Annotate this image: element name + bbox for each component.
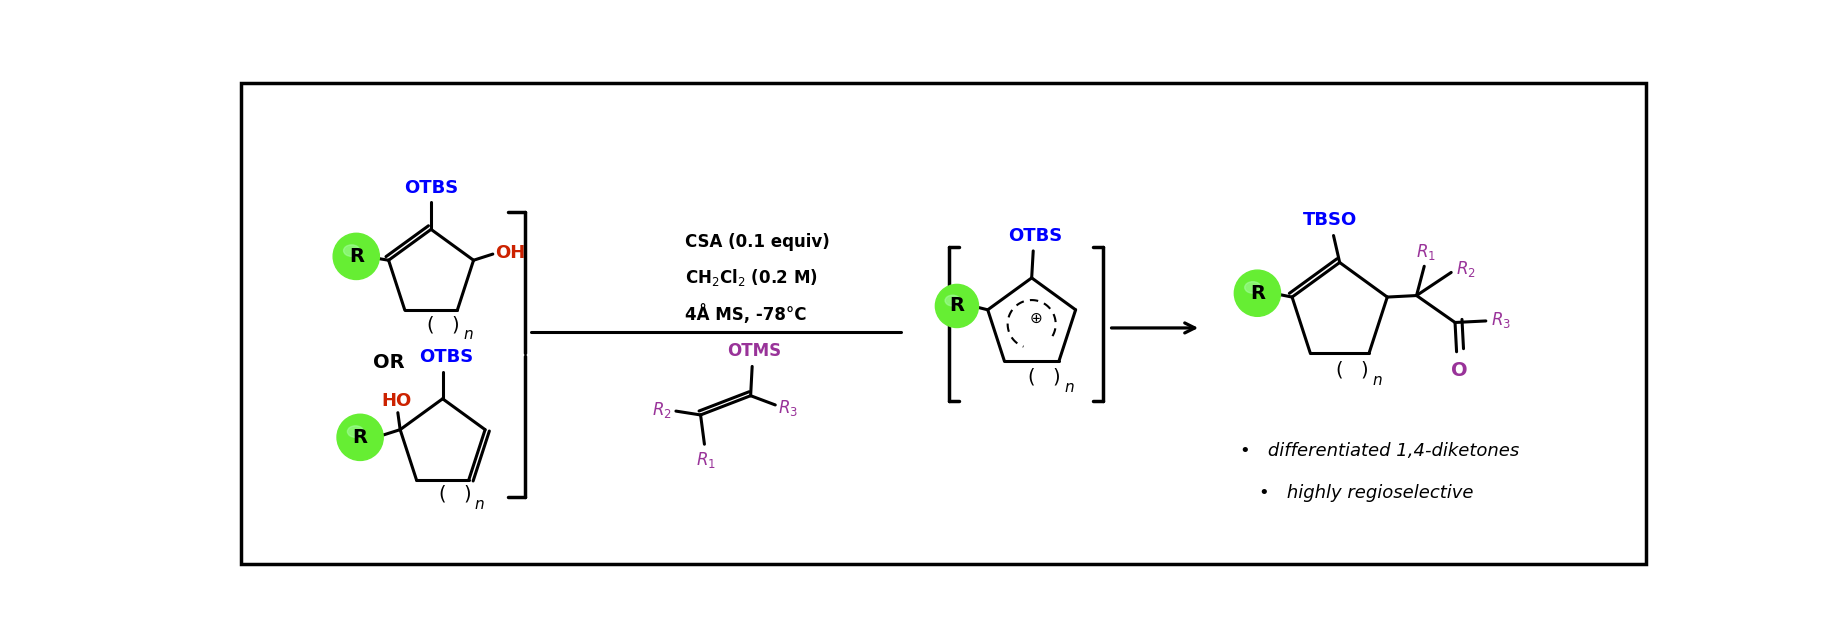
Ellipse shape xyxy=(935,285,979,328)
Ellipse shape xyxy=(1245,281,1261,293)
Text: $R_3$: $R_3$ xyxy=(779,398,799,418)
Text: n: n xyxy=(1372,373,1381,388)
Text: $R_2$: $R_2$ xyxy=(652,399,672,420)
Text: $($: $($ xyxy=(1027,367,1035,387)
Text: $)$: $)$ xyxy=(451,313,458,335)
Text: n: n xyxy=(1064,380,1073,395)
FancyBboxPatch shape xyxy=(241,83,1646,564)
Text: $($: $($ xyxy=(1335,360,1342,381)
Text: $R_2$: $R_2$ xyxy=(1456,258,1476,279)
Text: $)$: $)$ xyxy=(1051,367,1060,387)
Text: n: n xyxy=(475,497,484,512)
Ellipse shape xyxy=(1233,270,1281,316)
Text: R: R xyxy=(348,247,365,266)
Text: $R_1$: $R_1$ xyxy=(696,451,716,470)
Text: OTBS: OTBS xyxy=(403,179,458,197)
Text: $($: $($ xyxy=(438,483,446,504)
Text: CSA (0.1 equiv): CSA (0.1 equiv) xyxy=(685,233,830,251)
Text: $\oplus$: $\oplus$ xyxy=(1029,310,1042,326)
Text: TBSO: TBSO xyxy=(1303,212,1357,229)
Ellipse shape xyxy=(344,245,359,256)
Text: •   differentiated 1,4-diketones: • differentiated 1,4-diketones xyxy=(1239,442,1519,460)
Text: OTBS: OTBS xyxy=(1007,227,1062,245)
Text: $($: $($ xyxy=(425,313,434,335)
Text: R: R xyxy=(353,428,368,447)
Text: OTBS: OTBS xyxy=(420,349,473,367)
Text: n: n xyxy=(464,328,473,342)
Ellipse shape xyxy=(944,296,961,306)
Text: R: R xyxy=(1250,284,1265,303)
Text: CH$_2$Cl$_2$ (0.2 M): CH$_2$Cl$_2$ (0.2 M) xyxy=(685,267,817,288)
Text: $)$: $)$ xyxy=(1360,360,1368,381)
Text: 4Å MS, -78°C: 4Å MS, -78°C xyxy=(685,304,806,324)
Text: R: R xyxy=(950,297,965,315)
Ellipse shape xyxy=(348,426,363,437)
Ellipse shape xyxy=(333,233,379,279)
Text: $R_3$: $R_3$ xyxy=(1491,310,1511,330)
Text: OH: OH xyxy=(495,244,525,262)
Text: OTMS: OTMS xyxy=(727,342,782,360)
Text: O: O xyxy=(1451,361,1467,380)
Text: $)$: $)$ xyxy=(462,483,471,504)
Text: •   highly regioselective: • highly regioselective xyxy=(1259,485,1473,503)
Text: OR: OR xyxy=(374,353,405,372)
Text: HO: HO xyxy=(381,392,411,410)
Text: $R_1$: $R_1$ xyxy=(1416,242,1436,262)
Ellipse shape xyxy=(337,414,383,460)
